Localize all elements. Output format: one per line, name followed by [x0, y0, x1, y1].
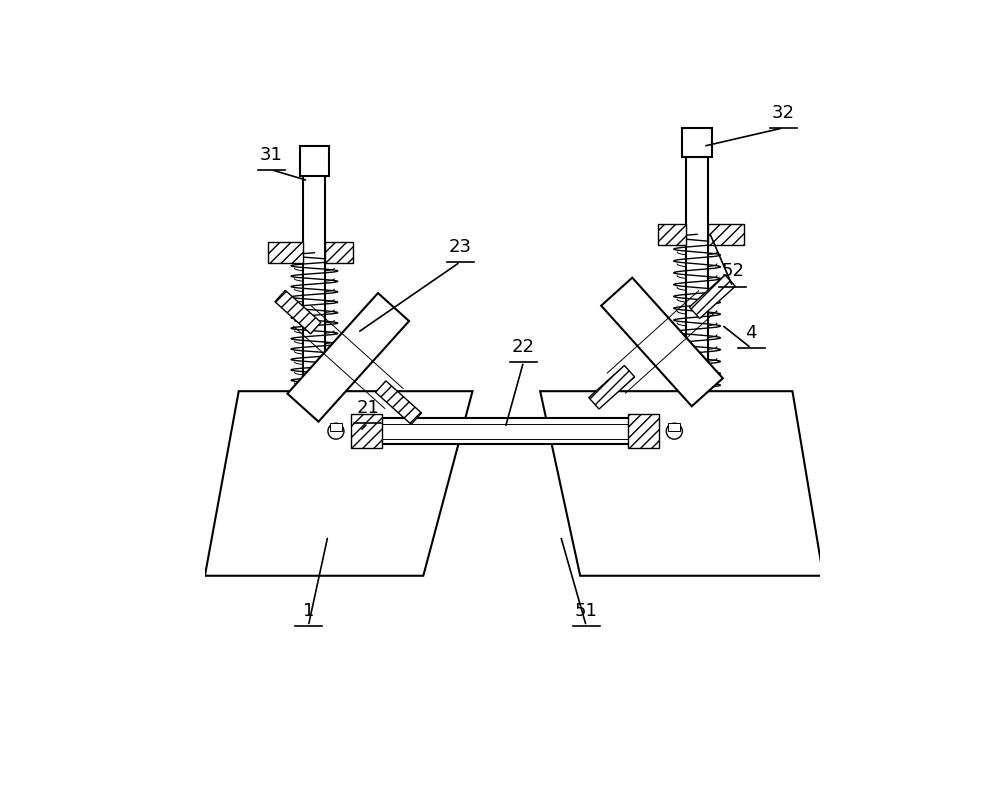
Bar [686, 154, 708, 392]
Polygon shape [205, 392, 473, 576]
Text: 52: 52 [721, 262, 744, 280]
Bar [303, 173, 325, 392]
Polygon shape [589, 365, 635, 409]
Polygon shape [689, 275, 735, 319]
Bar [668, 423, 680, 431]
Circle shape [328, 423, 344, 439]
Polygon shape [601, 278, 723, 406]
Text: 4: 4 [745, 324, 757, 342]
Bar [628, 414, 659, 448]
Bar [708, 224, 744, 244]
Bar [300, 146, 329, 176]
Text: 32: 32 [772, 104, 795, 121]
Bar [364, 418, 647, 444]
Text: 51: 51 [575, 602, 598, 620]
Bar [268, 242, 303, 263]
Text: 31: 31 [260, 145, 283, 164]
Bar [658, 224, 686, 244]
Circle shape [666, 423, 682, 439]
Polygon shape [540, 392, 823, 576]
Bar [351, 414, 382, 448]
Bar [682, 128, 712, 157]
Polygon shape [275, 290, 321, 334]
Text: 22: 22 [512, 337, 535, 356]
Text: 1: 1 [303, 602, 314, 620]
Polygon shape [287, 293, 409, 422]
Bar [325, 242, 353, 263]
Text: 23: 23 [449, 238, 472, 256]
Bar [330, 423, 342, 431]
Polygon shape [376, 381, 422, 424]
Text: 21: 21 [356, 399, 379, 417]
